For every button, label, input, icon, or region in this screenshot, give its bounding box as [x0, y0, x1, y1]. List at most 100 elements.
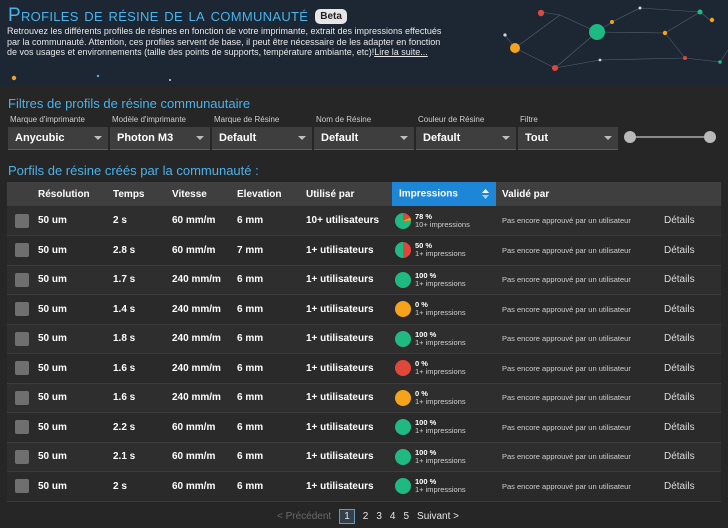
row-select-cell [7, 383, 38, 413]
row-checkbox[interactable] [15, 272, 29, 287]
row-checkbox[interactable] [15, 243, 29, 258]
validated-by-cell: Pas encore approuvé par un utilisateur [502, 275, 631, 285]
row-select-cell [7, 236, 38, 266]
column-header-speed[interactable]: Vitesse [172, 188, 207, 200]
details-link[interactable]: Détails [664, 392, 695, 404]
speed-cell: 240 mm/m [172, 392, 221, 404]
row-select-cell [7, 354, 38, 384]
row-checkbox[interactable] [15, 420, 29, 435]
details-link[interactable]: Détails [664, 480, 695, 492]
select-value: Default [321, 132, 359, 144]
filter-label: Couleur de Résine [418, 115, 485, 124]
printer-model-select[interactable]: Photon M3 [110, 127, 210, 150]
next-page-link[interactable]: Suivant > [417, 511, 460, 522]
range-slider[interactable] [624, 130, 716, 144]
impressions-count: 1+ impressions [415, 426, 466, 436]
column-header-used-by[interactable]: Utilisé par [306, 188, 355, 200]
impressions-count: 1+ impressions [415, 337, 466, 347]
used-by-cell: 1+ utilisateurs [306, 303, 374, 315]
column-header-elevation[interactable]: Elevation [237, 188, 282, 200]
time-cell: 2 s [113, 480, 127, 492]
impressions-cell: 0 % 1+ impressions [392, 383, 496, 413]
filter-label: Filtre [520, 115, 538, 124]
impressions-count: 10+ impressions [415, 219, 470, 229]
row-checkbox[interactable] [15, 479, 29, 494]
resin-name-select[interactable]: Default [314, 127, 414, 150]
table-row: 50 um 1.6 s 240 mm/m 6 mm 1+ utilisateurs 0 %… [7, 353, 721, 384]
time-cell: 1.7 s [113, 274, 136, 286]
time-cell: 2.1 s [113, 451, 136, 463]
read-more-link[interactable]: Lire la suite... [374, 47, 428, 57]
header-banner: Profiles de résine de la communauté Beta… [0, 0, 728, 86]
impressions-cell: 0 % 1+ impressions [392, 354, 496, 384]
page-link-5[interactable]: 5 [403, 511, 410, 522]
select-value: Default [219, 132, 257, 144]
page-link-3[interactable]: 3 [376, 511, 382, 522]
details-link[interactable]: Détails [664, 215, 695, 226]
impressions-count: 1+ impressions [415, 455, 466, 465]
slider-handle-min[interactable] [624, 131, 636, 143]
select-value: Photon M3 [117, 132, 174, 144]
table-row: 50 um 2.2 s 60 mm/m 6 mm 1+ utilisateurs 100 … [7, 412, 721, 443]
validated-by-cell: Pas encore approuvé par un utilisateur [502, 334, 631, 344]
speed-cell: 240 mm/m [172, 333, 221, 345]
impressions-count: 1+ impressions [415, 367, 466, 377]
details-link[interactable]: Détails [664, 274, 695, 286]
impressions-cell: 100 % 1+ impressions [392, 442, 496, 472]
success-pie-icon [395, 448, 411, 465]
speed-cell: 240 mm/m [172, 274, 221, 286]
row-checkbox[interactable] [15, 331, 29, 346]
impressions-cell: 78 % 10+ impressions [392, 206, 496, 236]
slider-handle-max[interactable] [704, 131, 716, 143]
details-link[interactable]: Détails [664, 362, 695, 374]
resolution-cell: 50 um [38, 421, 67, 433]
page-link-4[interactable]: 4 [389, 511, 396, 522]
resin-brand-select[interactable]: Default [212, 127, 312, 150]
impressions-cell: 100 % 1+ impressions [392, 413, 496, 443]
details-link[interactable]: Détails [664, 333, 695, 345]
time-cell: 2 s [113, 215, 127, 226]
speed-cell: 60 mm/m [172, 215, 216, 226]
validated-by-cell: Pas encore approuvé par un utilisateur [502, 304, 631, 314]
select-value: Anycubic [15, 132, 65, 144]
elevation-cell: 6 mm [237, 333, 264, 345]
column-header-impressions[interactable]: Impressions [392, 182, 496, 206]
table-row: 50 um 1.7 s 240 mm/m 6 mm 1+ utilisateurs 100… [7, 265, 721, 295]
row-checkbox[interactable] [15, 213, 29, 228]
filter-select[interactable]: Tout [518, 127, 618, 150]
slider-track [629, 136, 711, 138]
column-header-validated-by[interactable]: Validé par [502, 188, 550, 200]
time-cell: 1.6 s [113, 362, 136, 374]
success-pie-icon [395, 478, 411, 495]
details-link[interactable]: Détails [664, 244, 695, 256]
time-cell: 1.8 s [113, 333, 136, 345]
success-pie-icon [395, 330, 411, 347]
column-header-time[interactable]: Temps [113, 188, 145, 200]
row-checkbox[interactable] [15, 449, 29, 464]
row-select-cell [7, 472, 38, 502]
table-row: 50 um 2.8 s 60 mm/m 7 mm 1+ utilisateurs 50 %… [7, 235, 721, 266]
details-link[interactable]: Détails [664, 303, 695, 315]
resin-color-select[interactable]: Default [416, 127, 516, 150]
row-checkbox[interactable] [15, 390, 29, 405]
table-row: 50 um 1.4 s 240 mm/m 6 mm 1+ utilisateurs 0 %… [7, 294, 721, 324]
speed-cell: 240 mm/m [172, 362, 221, 374]
row-checkbox[interactable] [15, 361, 29, 376]
elevation-cell: 7 mm [237, 244, 264, 256]
page-link-2[interactable]: 2 [362, 511, 369, 522]
details-link[interactable]: Détails [664, 451, 695, 463]
previous-page-link[interactable]: < Précédent [277, 511, 332, 522]
chevron-down-icon [604, 136, 612, 140]
column-header-resolution[interactable]: Résolution [38, 188, 90, 200]
used-by-cell: 1+ utilisateurs [306, 244, 374, 256]
printer-brand-select[interactable]: Anycubic [8, 127, 108, 150]
resolution-cell: 50 um [38, 215, 67, 226]
column-header-label: Impressions [399, 188, 458, 200]
success-rate: 100 % [415, 447, 437, 457]
details-link[interactable]: Détails [664, 421, 695, 433]
row-checkbox[interactable] [15, 302, 29, 317]
filter-resin-color: Couleur de Résine Default [416, 115, 516, 150]
success-pie-icon [395, 419, 411, 436]
page-link-1[interactable]: 1 [339, 509, 355, 524]
resolution-cell: 50 um [38, 333, 67, 345]
